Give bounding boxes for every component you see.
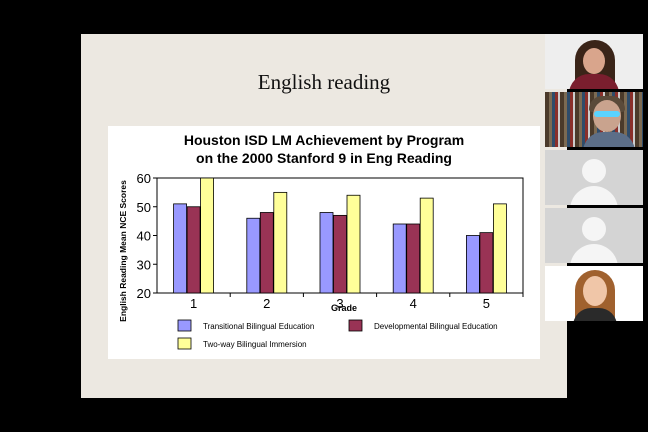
y-tick-label: 50: [137, 200, 151, 215]
bar-1-grade-1: [173, 203, 187, 294]
default-avatar-icon: [582, 159, 606, 183]
legend-label: Two-way Bilingual Immersion: [203, 340, 307, 349]
participant-shirt: [573, 308, 617, 321]
y-tick-label: 40: [137, 229, 151, 244]
x-tick-label: 1: [190, 296, 197, 311]
bar-2-grade-5: [479, 232, 494, 294]
bar-3-grade-1: [200, 177, 214, 294]
participant-video-icon: [583, 276, 607, 306]
x-tick-label: 4: [410, 296, 417, 311]
y-tick-label: 60: [137, 171, 151, 186]
bar-3-grade-4: [419, 197, 434, 294]
participant-shirt: [569, 74, 619, 89]
bar-1-grade-3: [319, 212, 334, 294]
bar-2-grade-2: [259, 212, 274, 294]
plot-area: 20 30 40 50 60 1 2 3 4 5: [137, 171, 524, 311]
participant-tile-5[interactable]: [545, 266, 643, 321]
participant-tile-2[interactable]: [545, 92, 643, 147]
bar-1-grade-5: [465, 235, 480, 294]
bar-1-grade-4: [392, 223, 407, 294]
chart-legend: Transitional Bilingual Education Developm…: [177, 319, 498, 350]
x-tick-label: 3: [336, 296, 343, 311]
chart-title-line1: Houston ISD LM Achievement by Program: [184, 132, 464, 148]
legend-label: Developmental Bilingual Education: [374, 322, 498, 331]
participant-shirt: [583, 132, 635, 147]
participant-tile-4[interactable]: [545, 208, 643, 263]
participant-tile-3[interactable]: [545, 150, 643, 205]
x-tick-label: 2: [263, 296, 270, 311]
bar-2-grade-1: [186, 206, 201, 294]
bar-1-grade-2: [246, 217, 261, 294]
chart-panel: Houston ISD LM Achievement by Program on…: [108, 126, 540, 359]
bar-2-grade-3: [333, 214, 347, 294]
bar-chart: Houston ISD LM Achievement by Program on…: [118, 132, 524, 350]
bar-2-grade-4: [406, 223, 421, 294]
legend-label: Transitional Bilingual Education: [203, 322, 314, 331]
x-axis-label: Grade: [331, 303, 357, 313]
participant-tile-1[interactable]: [545, 34, 643, 89]
y-tick-label: 20: [137, 286, 151, 301]
bar-3-grade-3: [346, 194, 361, 294]
avatar-body-icon: [570, 244, 618, 263]
legend-swatch: [177, 337, 192, 350]
x-tick-label: 5: [483, 296, 490, 311]
legend-swatch: [348, 319, 363, 332]
bar-3-grade-5: [492, 203, 507, 294]
shared-slide: English reading Houston ISD LM Achieveme…: [81, 34, 567, 398]
bar-3-grade-2: [273, 191, 288, 294]
legend-swatch: [177, 319, 192, 332]
y-tick-label: 30: [137, 257, 151, 272]
default-avatar-icon: [582, 217, 606, 241]
chart-title-line2: on the 2000 Stanford 9 in Eng Reading: [196, 150, 452, 166]
avatar-body-icon: [570, 186, 618, 205]
slide-title: English reading: [257, 70, 391, 94]
participant-face: [583, 48, 605, 74]
glasses-icon: [594, 111, 620, 117]
y-axis-label: English Reading Mean NCE Scores: [118, 180, 128, 322]
